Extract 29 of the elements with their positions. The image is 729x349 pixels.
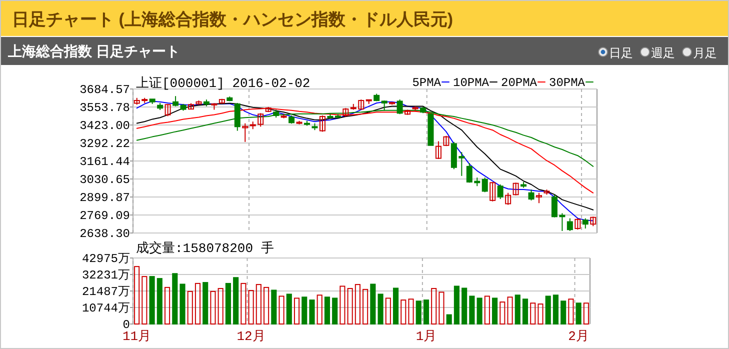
y-tick-label: 2769.09 bbox=[80, 209, 130, 223]
text: 月足 bbox=[693, 46, 717, 60]
legend-label: 20PMA bbox=[501, 76, 538, 90]
y-tick-label: 32231万 bbox=[82, 268, 130, 282]
x-tick-label: 2月 bbox=[568, 329, 589, 344]
y-tick-label: 0 bbox=[122, 318, 130, 332]
y-tick-label: 10744万 bbox=[82, 302, 130, 316]
y-tick-label: 3161.44 bbox=[80, 155, 130, 169]
text: 日足 bbox=[609, 46, 633, 60]
chart-title: 成交量:158078200 手 bbox=[136, 240, 274, 256]
chart-subtitle: 上海総合指数 日足チャート bbox=[7, 43, 180, 59]
annotation: 上证[000001] 2016-02-02 bbox=[136, 76, 310, 91]
x-tick-label: 11月 bbox=[122, 329, 152, 344]
text: 週足 bbox=[651, 46, 675, 60]
y-tick-label: 42975万 bbox=[82, 252, 130, 266]
legend-label: 5PMA bbox=[412, 76, 442, 90]
y-tick-label: 2638.30 bbox=[80, 227, 130, 241]
y-tick-label: 3423.00 bbox=[80, 119, 130, 133]
y-tick-label: 3684.57 bbox=[80, 83, 130, 97]
y-tick-label: 3553.78 bbox=[80, 101, 130, 115]
legend-label: 30PMA bbox=[549, 76, 586, 90]
y-tick-label: 2899.87 bbox=[80, 191, 130, 205]
y-tick-label: 21487万 bbox=[82, 285, 130, 299]
x-tick-label: 12月 bbox=[236, 329, 266, 344]
chart-title: 日足チャート (上海総合指数・ハンセン指数・ドル人民元) bbox=[12, 10, 454, 29]
legend-label: 10PMA bbox=[453, 76, 490, 90]
y-tick-label: 3292.22 bbox=[80, 137, 130, 151]
y-tick-label: 3030.65 bbox=[80, 173, 130, 187]
x-tick-label: 1月 bbox=[416, 329, 437, 344]
